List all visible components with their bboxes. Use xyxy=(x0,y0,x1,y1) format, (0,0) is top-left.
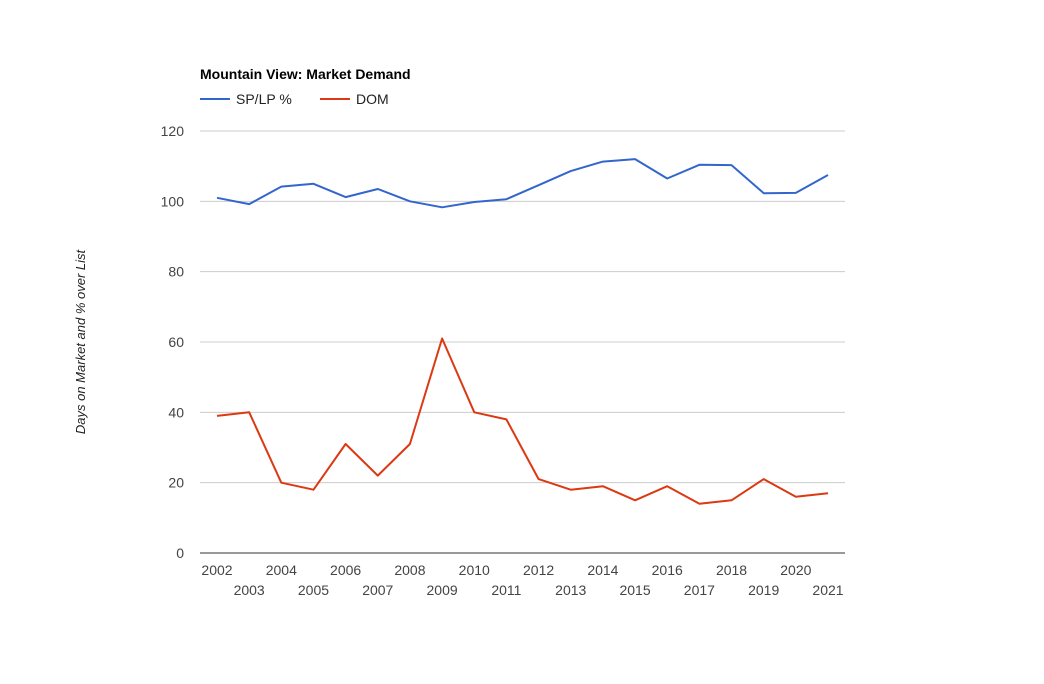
y-tick-label: 0 xyxy=(176,545,184,561)
x-tick-label: 2004 xyxy=(266,562,297,578)
y-tick-label: 40 xyxy=(168,404,184,420)
x-tick-label: 2008 xyxy=(394,562,425,578)
chart-title: Mountain View: Market Demand xyxy=(200,66,411,82)
x-tick-label: 2009 xyxy=(427,582,458,598)
x-tick-label: 2015 xyxy=(619,582,650,598)
y-axis-label: Days on Market and % over List xyxy=(73,248,88,434)
x-tick-label: 2019 xyxy=(748,582,779,598)
x-tick-label: 2012 xyxy=(523,562,554,578)
series-line-sp-lp xyxy=(216,158,829,209)
y-tick-label: 100 xyxy=(161,193,185,209)
x-axis-ticks: 2002200320042005200620072008200920102011… xyxy=(201,562,843,598)
gridlines xyxy=(200,130,845,554)
x-tick-label: 2011 xyxy=(491,582,521,598)
legend-label-dom: DOM xyxy=(356,91,389,107)
series-lines xyxy=(216,158,829,505)
legend: SP/LP % DOM xyxy=(200,91,389,107)
x-tick-label: 2016 xyxy=(652,562,683,578)
y-axis-ticks: 0 20 40 60 80 100 120 xyxy=(161,123,185,561)
x-tick-label: 2018 xyxy=(716,562,747,578)
x-tick-label: 2014 xyxy=(587,562,618,578)
legend-label-sp-lp: SP/LP % xyxy=(236,91,292,107)
y-tick-label: 20 xyxy=(168,475,184,491)
x-tick-label: 2002 xyxy=(201,562,232,578)
y-tick-label: 80 xyxy=(168,264,184,280)
series-line-dom xyxy=(216,337,829,505)
x-tick-label: 2005 xyxy=(298,582,329,598)
x-tick-label: 2010 xyxy=(459,562,490,578)
y-tick-label: 60 xyxy=(168,334,184,350)
x-tick-label: 2021 xyxy=(812,582,843,598)
x-tick-label: 2003 xyxy=(234,582,265,598)
x-tick-label: 2013 xyxy=(555,582,586,598)
x-tick-label: 2007 xyxy=(362,582,393,598)
x-tick-label: 2006 xyxy=(330,562,361,578)
x-tick-label: 2020 xyxy=(780,562,811,578)
y-tick-label: 120 xyxy=(161,123,185,139)
x-tick-label: 2017 xyxy=(684,582,715,598)
